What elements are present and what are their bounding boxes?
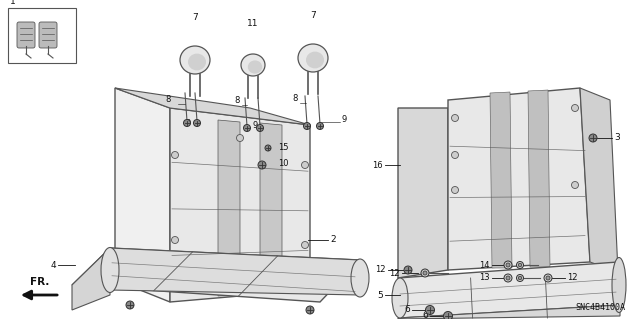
Text: 6: 6: [422, 311, 428, 319]
Text: 6: 6: [404, 306, 410, 315]
Text: 13: 13: [479, 273, 490, 283]
Polygon shape: [580, 88, 618, 272]
Ellipse shape: [392, 278, 408, 318]
Text: 1: 1: [10, 0, 16, 6]
Ellipse shape: [351, 259, 369, 297]
Polygon shape: [110, 248, 360, 295]
Text: FR.: FR.: [30, 277, 50, 287]
Circle shape: [572, 182, 579, 189]
Circle shape: [423, 271, 427, 275]
Polygon shape: [115, 88, 170, 302]
Polygon shape: [115, 88, 310, 125]
Polygon shape: [398, 305, 620, 319]
Polygon shape: [398, 108, 448, 278]
Circle shape: [451, 152, 458, 159]
Text: 16: 16: [372, 160, 383, 169]
Text: 9: 9: [342, 115, 348, 124]
Text: 12: 12: [390, 269, 400, 278]
Circle shape: [572, 105, 579, 112]
Circle shape: [504, 261, 512, 269]
Polygon shape: [170, 108, 310, 302]
Text: 8: 8: [292, 94, 298, 103]
Ellipse shape: [101, 248, 119, 293]
Text: 3: 3: [614, 133, 620, 143]
Circle shape: [404, 266, 412, 274]
Text: 12: 12: [567, 273, 577, 283]
Text: 10: 10: [278, 159, 289, 167]
Polygon shape: [218, 120, 240, 296]
Circle shape: [426, 306, 435, 315]
Text: 11: 11: [247, 19, 259, 28]
Text: 9: 9: [252, 121, 258, 130]
Circle shape: [265, 145, 271, 151]
Polygon shape: [490, 92, 512, 268]
Text: 8: 8: [165, 95, 171, 104]
Ellipse shape: [298, 44, 328, 72]
Circle shape: [306, 306, 314, 314]
Circle shape: [544, 274, 552, 282]
Text: 12: 12: [376, 265, 386, 275]
Text: 2: 2: [330, 235, 335, 244]
Circle shape: [451, 187, 458, 194]
Circle shape: [518, 263, 522, 267]
Circle shape: [546, 276, 550, 280]
Polygon shape: [260, 123, 282, 295]
Ellipse shape: [306, 52, 324, 68]
Circle shape: [421, 269, 429, 277]
Text: 9: 9: [186, 119, 191, 128]
Circle shape: [301, 161, 308, 168]
Circle shape: [444, 311, 452, 319]
Text: 5: 5: [377, 291, 383, 300]
Polygon shape: [398, 262, 620, 318]
Circle shape: [516, 262, 524, 269]
Circle shape: [303, 122, 310, 130]
Polygon shape: [72, 248, 360, 302]
Ellipse shape: [188, 54, 206, 70]
Circle shape: [172, 152, 179, 159]
Text: 7: 7: [192, 13, 198, 22]
Circle shape: [126, 301, 134, 309]
Circle shape: [172, 236, 179, 243]
Circle shape: [518, 276, 522, 280]
Circle shape: [243, 124, 250, 131]
Ellipse shape: [241, 54, 265, 76]
Circle shape: [504, 274, 512, 282]
Text: 15: 15: [278, 144, 289, 152]
Polygon shape: [72, 248, 110, 310]
Circle shape: [301, 241, 308, 249]
Text: 7: 7: [310, 11, 316, 20]
Text: SNC4B4100A: SNC4B4100A: [575, 303, 625, 312]
Circle shape: [317, 122, 323, 130]
Circle shape: [237, 135, 243, 142]
Polygon shape: [448, 88, 590, 270]
Circle shape: [184, 120, 191, 127]
Ellipse shape: [612, 257, 626, 313]
Circle shape: [258, 161, 266, 169]
Circle shape: [589, 134, 597, 142]
Text: 8: 8: [234, 96, 240, 105]
Circle shape: [451, 115, 458, 122]
Circle shape: [193, 120, 200, 127]
Circle shape: [257, 124, 264, 131]
Ellipse shape: [180, 46, 210, 74]
FancyBboxPatch shape: [17, 22, 35, 48]
Circle shape: [506, 263, 510, 267]
Ellipse shape: [248, 60, 262, 74]
Circle shape: [516, 275, 524, 281]
Circle shape: [506, 276, 510, 280]
Text: 14: 14: [479, 261, 490, 270]
Polygon shape: [528, 90, 550, 267]
FancyBboxPatch shape: [39, 22, 57, 48]
Text: 4: 4: [51, 261, 56, 270]
